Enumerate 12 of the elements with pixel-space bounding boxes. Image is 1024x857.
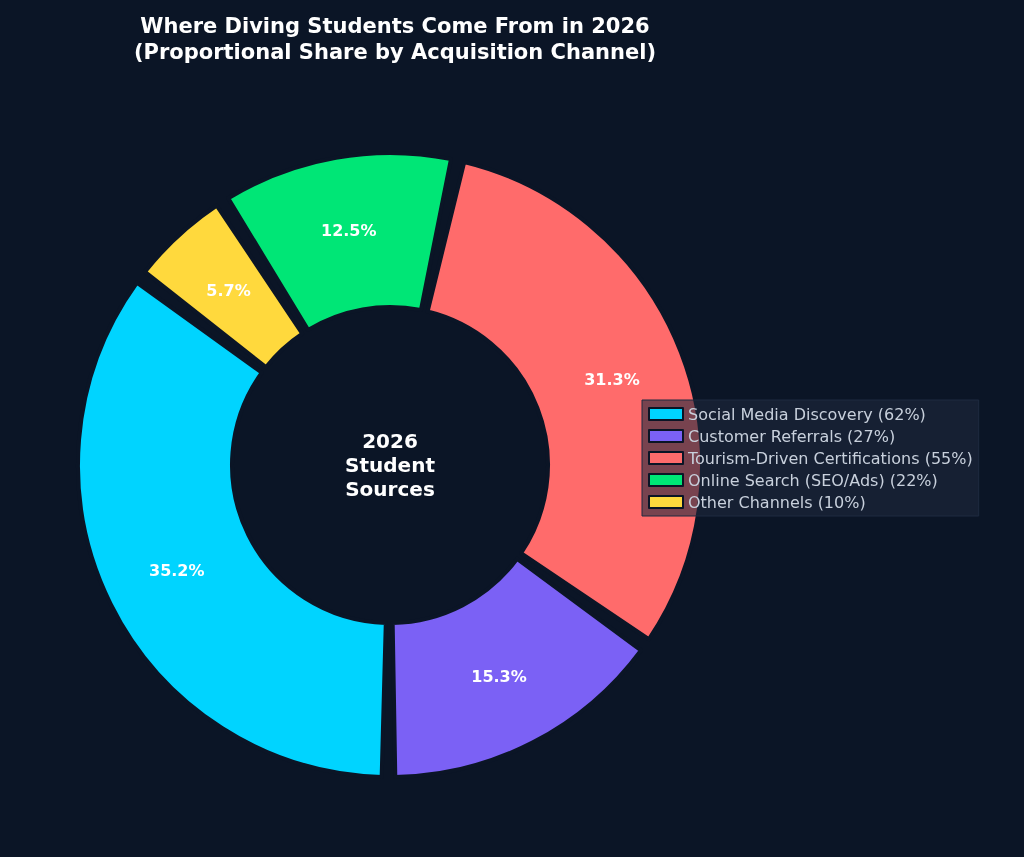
legend-label: Online Search (SEO/Ads) (22%) bbox=[688, 470, 938, 490]
data-label: 5.7% bbox=[206, 280, 251, 300]
data-label: 15.3% bbox=[471, 667, 527, 687]
legend-label: Customer Referrals (27%) bbox=[688, 426, 896, 446]
data-label: 31.3% bbox=[584, 369, 640, 389]
legend-label: Tourism-Driven Certifications (55%) bbox=[687, 448, 973, 468]
data-label: 12.5% bbox=[321, 221, 377, 241]
text: 2026 Student Sources bbox=[345, 429, 436, 501]
chart-title: Where Diving Students Come From in 2026 (Proportional Share by Acquisition Channel) bbox=[133, 14, 657, 64]
data-label: 35.2% bbox=[148, 561, 205, 581]
legend-label: Social Media Discovery (62%) bbox=[688, 404, 926, 424]
legend-label: Other Channels (10%) bbox=[688, 492, 866, 512]
